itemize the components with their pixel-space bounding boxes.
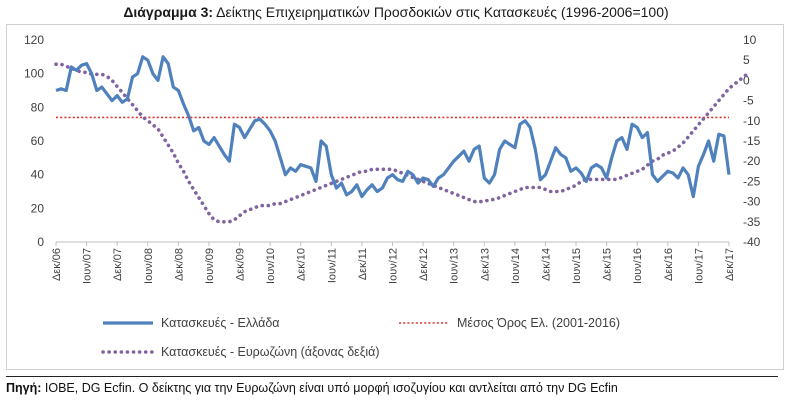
- left-axis-tick-label: 80: [31, 100, 45, 114]
- x-axis-tick-label: Δεκ/08: [173, 248, 185, 281]
- x-axis-tick-label: Ιουν/16: [632, 248, 644, 284]
- x-axis-tick-label: Ιουν/13: [449, 248, 461, 284]
- legend-greece-label: Κατασκευές - Ελλάδα: [161, 316, 280, 330]
- x-axis-tick-label: Δεκ/11: [357, 248, 369, 280]
- x-axis-tick-label: Δεκ/17: [724, 248, 736, 281]
- x-axis-tick-label: Δεκ/06: [51, 248, 63, 281]
- source-divider: [6, 376, 778, 377]
- source-text: IOBE, DG Ecfin. Ο δείκτης για την Ευρωζώ…: [41, 381, 618, 395]
- right-axis-tick-label: -40: [743, 235, 761, 249]
- x-axis-tick-label: Ιουν/07: [82, 248, 94, 284]
- x-axis-tick-label: Ιουν/17: [693, 248, 705, 284]
- line-chart: 0 20 40 60 80 100 120 10 5 0 -5 -10 -15 -20 -25 -30 -35 -…: [24, 33, 761, 359]
- x-axis-tick-label: Ιουν/08: [143, 248, 155, 284]
- left-axis-tick-label: 0: [37, 235, 44, 249]
- chart-title: Διάγραμμα 3: Δείκτης Επιχειρηματικών Προ…: [0, 4, 792, 20]
- x-axis-tick-label: Δεκ/07: [112, 248, 124, 281]
- left-axis-tick-label: 40: [31, 168, 45, 182]
- x-axis-tick-label: Ιουν/11: [326, 248, 338, 283]
- x-axis-tick-label: Ιουν/09: [204, 248, 216, 284]
- greece-series-line: [55, 55, 731, 199]
- source-note: Πηγή: IOBE, DG Ecfin. Ο δείκτης για την …: [6, 381, 618, 395]
- chart-frame: 0 20 40 60 80 100 120 10 5 0 -5 -10 -15 -20 -25 -30 -35 -…: [6, 24, 784, 370]
- x-axis-tick-label: Ιουν/10: [265, 248, 277, 284]
- x-axis-tick-label: Δεκ/16: [663, 248, 675, 281]
- right-axis-tick-label: -20: [743, 154, 761, 168]
- legend-mean-label: Μέσος Όρος Ελ. (2001-2016): [457, 316, 620, 330]
- legend-eurozone-label: Κατασκευές - Ευρωζώνη (άξονας δεξιά): [161, 345, 380, 359]
- x-axis-tick-label: Δεκ/10: [296, 248, 308, 281]
- left-axis-tick-label: 100: [24, 67, 44, 81]
- x-axis-tick-label: Ιουν/15: [571, 248, 583, 284]
- x-axis-tick-label: Δεκ/12: [418, 248, 430, 281]
- right-axis-tick-label: 5: [743, 53, 750, 67]
- right-axis-tick-label: -10: [743, 114, 761, 128]
- left-axis-tick-label: 60: [31, 134, 45, 148]
- right-axis-tick-label: -5: [743, 94, 754, 108]
- x-axis-tick-label: Ιουν/12: [388, 248, 400, 284]
- right-axis-tick-label: -15: [743, 134, 761, 148]
- x-axis-tick-label: Δεκ/15: [602, 248, 614, 281]
- chart-title-label: Διάγραμμα 3:: [123, 4, 214, 20]
- chart-title-text: Δείκτης Επιχειρηματικών Προσδοκιών στις …: [213, 4, 669, 20]
- right-axis-tick-label: -25: [743, 174, 761, 188]
- right-axis-tick-label: 10: [743, 33, 757, 47]
- left-axis-tick-label: 120: [24, 33, 44, 47]
- x-axis-tick-label: Ιουν/14: [510, 248, 522, 284]
- x-axis-tick-label: Δεκ/14: [540, 248, 552, 281]
- x-axis-tick-label: Δεκ/13: [479, 248, 491, 281]
- eurozone-series-line: [54, 62, 752, 224]
- right-axis-tick-label: -35: [743, 215, 761, 229]
- right-axis-tick-label: -30: [743, 195, 761, 209]
- source-label: Πηγή:: [6, 381, 42, 395]
- x-axis-tick-label: Δεκ/09: [235, 248, 247, 281]
- right-axis-tick-label: 0: [743, 73, 750, 87]
- left-axis-tick-label: 20: [31, 201, 45, 215]
